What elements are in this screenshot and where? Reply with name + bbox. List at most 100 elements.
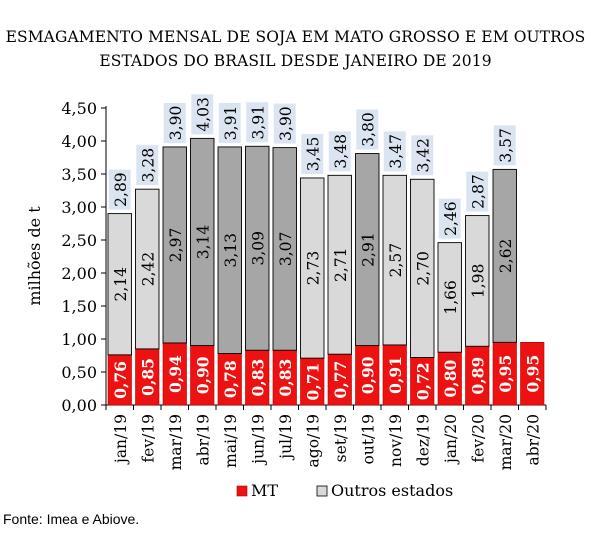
total-label-box: [438, 198, 461, 239]
bar-outros: [217, 146, 242, 354]
bar-outros-label: 2,42: [139, 252, 157, 287]
bar-outros-label: 3,07: [277, 232, 295, 267]
bar-outros: [272, 147, 297, 351]
total-label: 3,57: [497, 128, 515, 163]
bar-chart: 0,00 0,50 1,00 1,50 2,00 2,50 3,00 3,50 4,00 4,50…: [25, 94, 547, 500]
bar-mt-label: 0,78: [221, 360, 240, 398]
total-label: 3,42: [414, 138, 432, 173]
x-tick-label: nov/19: [387, 414, 405, 467]
bar-outros: [107, 213, 132, 356]
legend-label-outros: Outros estados: [331, 481, 453, 500]
bar-mt-label: 0,95: [523, 355, 542, 393]
bar-outros-label: 2,91: [359, 232, 377, 267]
bar-mt-label: 0,95: [496, 355, 515, 393]
bar-outros: [135, 188, 160, 350]
bar-outros: [492, 168, 517, 343]
total-label: 3,47: [387, 134, 405, 169]
bar-mt-label: 0,91: [386, 356, 405, 394]
total-label-box: [411, 135, 434, 176]
x-tick-label: mar/19: [167, 414, 185, 470]
x-tick-label: out/19: [359, 414, 377, 465]
x-tick-label: fev/20: [469, 414, 487, 463]
total-label-box: [136, 145, 159, 186]
total-label: 3,91: [222, 106, 240, 141]
bar-outros-label: 1,66: [442, 280, 460, 315]
legend-label-mt: MT: [251, 481, 278, 500]
bar-outros: [382, 174, 407, 346]
bar-mt-label: 0,90: [358, 356, 377, 394]
bar-mt-label: 0,72: [413, 362, 432, 400]
total-label: 3,28: [139, 148, 157, 183]
bar-outros-label: 3,14: [194, 225, 212, 260]
total-label: 3,48: [332, 134, 350, 169]
bar-mt-label: 0,83: [248, 359, 267, 397]
source-note: Fonte: Imea e Abiove.: [3, 511, 140, 527]
bar-mt-label: 0,71: [303, 363, 322, 401]
bar-mt-label: 0,90: [193, 356, 212, 394]
bar-outros: [245, 145, 270, 351]
bar-mt-label: 0,76: [111, 361, 130, 399]
bar-outros: [465, 215, 490, 347]
total-label: 3,80: [359, 112, 377, 147]
x-tick-label: jun/19: [249, 414, 267, 466]
bar-outros: [162, 146, 187, 344]
y-tick-label: 4,00: [61, 132, 97, 151]
x-tick-label: jul/19: [277, 414, 295, 461]
bar-outros-label: 2,57: [387, 243, 405, 278]
total-label-box: [163, 102, 186, 143]
total-label-box: [108, 169, 131, 210]
x-tick-label: dez/19: [414, 414, 432, 466]
bar-mt: [520, 341, 545, 406]
bar-outros: [327, 174, 352, 355]
x-tick-label: jan/19: [112, 414, 130, 465]
y-tick-label: 1,50: [61, 297, 97, 316]
bar-outros-label: 1,98: [469, 264, 487, 299]
total-label: 3,90: [167, 106, 185, 141]
bar-outros-label: 3,13: [222, 233, 240, 268]
y-tick-label: 3,00: [61, 198, 97, 217]
total-label: 2,87: [469, 174, 487, 209]
x-tick-label: set/19: [332, 414, 350, 462]
bar-mt-label: 0,80: [441, 360, 460, 398]
y-tick-label: 4,50: [61, 99, 97, 118]
total-label: 4,03: [194, 97, 212, 132]
bar-mt-label: 0,83: [276, 359, 295, 397]
total-label-box: [191, 94, 214, 135]
bar-outros-label: 2,14: [112, 267, 130, 302]
total-label-box: [356, 109, 379, 150]
total-label-box: [301, 133, 324, 174]
bar-outros: [437, 242, 462, 353]
x-tick-label: mar/20: [497, 414, 515, 470]
x-tick-label: mai/19: [222, 414, 240, 468]
bar-mt-label: 0,94: [166, 355, 185, 393]
total-label: 2,46: [442, 201, 460, 236]
bar-mt-label: 0,77: [331, 361, 350, 399]
x-tick-label: abr/20: [524, 414, 542, 466]
y-axis-title: milhões de t: [25, 206, 44, 306]
x-tick-label: jan/20: [442, 414, 460, 465]
total-label-box: [383, 131, 406, 172]
bar-outros-label: 2,62: [497, 239, 515, 274]
total-label-box: [466, 171, 489, 212]
total-label: 3,90: [277, 106, 295, 141]
bar-outros: [355, 153, 380, 347]
x-tick-label: fev/19: [139, 414, 157, 463]
y-tick-label: 0,50: [61, 363, 97, 382]
x-tick-label: abr/19: [194, 414, 212, 466]
total-label-box: [493, 125, 516, 166]
total-label: 3,45: [304, 137, 322, 172]
y-tick-label: 2,00: [61, 264, 97, 283]
bar-outros-label: 3,09: [249, 231, 267, 266]
total-label-box: [328, 131, 351, 172]
bar-outros: [300, 177, 325, 359]
bar-mt-label: 0,89: [468, 357, 487, 395]
bar-outros-label: 2,70: [414, 251, 432, 286]
bar-outros-label: 2,97: [167, 228, 185, 263]
y-tick-label: 0,00: [61, 396, 97, 415]
total-label: 2,89: [112, 172, 130, 207]
y-tick-label: 3,50: [61, 165, 97, 184]
chart-title-line-2: ESTADOS DO BRASIL DESDE JANEIRO DE 2019: [99, 52, 492, 70]
bar-outros: [190, 137, 215, 347]
y-tick-label: 1,00: [61, 330, 97, 349]
total-label-box: [246, 102, 269, 143]
